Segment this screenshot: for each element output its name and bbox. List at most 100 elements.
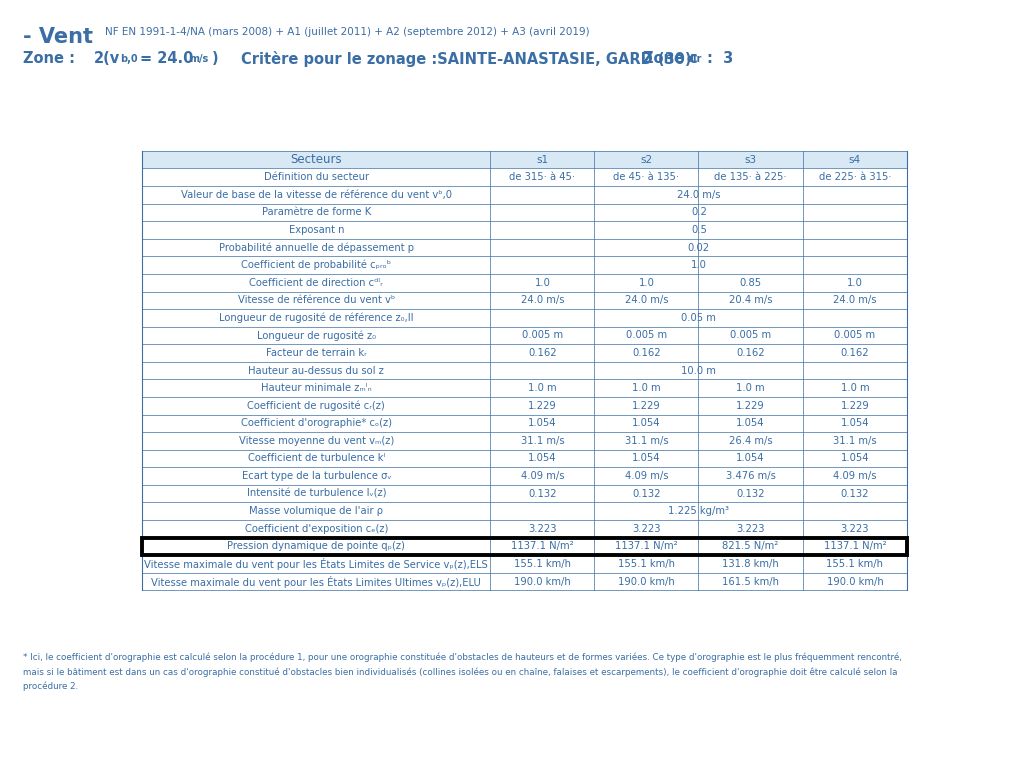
Text: 0.132: 0.132 — [632, 489, 660, 499]
Bar — [698, 239, 803, 257]
Bar — [490, 397, 594, 414]
Bar — [490, 186, 594, 204]
Bar — [698, 151, 803, 169]
Bar — [490, 274, 594, 292]
Text: Intensité de turbulence Iᵥ(z): Intensité de turbulence Iᵥ(z) — [247, 489, 386, 499]
Text: 4.09 m/s: 4.09 m/s — [834, 471, 877, 481]
Bar — [803, 414, 907, 432]
Bar — [698, 379, 803, 397]
Text: s2: s2 — [640, 155, 652, 165]
Bar — [142, 292, 490, 309]
Text: 0.05 m: 0.05 m — [681, 313, 716, 323]
Bar — [142, 450, 490, 467]
Bar — [490, 538, 594, 555]
Text: 0.132: 0.132 — [528, 489, 557, 499]
Text: 0.162: 0.162 — [528, 348, 557, 358]
Bar — [142, 239, 490, 257]
Bar — [594, 520, 698, 538]
Bar — [698, 414, 803, 432]
Bar — [698, 485, 803, 502]
Bar — [142, 485, 490, 502]
Bar — [698, 292, 803, 309]
Text: 2(v: 2(v — [94, 51, 121, 67]
Text: 1137.1 N/m²: 1137.1 N/m² — [511, 542, 573, 552]
Bar — [490, 414, 594, 432]
Bar — [142, 309, 490, 326]
Bar — [490, 485, 594, 502]
Bar — [490, 573, 594, 591]
Text: Ecart type de la turbulence σᵥ: Ecart type de la turbulence σᵥ — [242, 471, 391, 481]
Bar — [594, 414, 698, 432]
Bar — [142, 502, 490, 520]
Text: 1.225 kg/m³: 1.225 kg/m³ — [669, 506, 729, 516]
Text: 1.0 m: 1.0 m — [632, 383, 660, 393]
Bar — [803, 169, 907, 186]
Text: Critère pour le zonage :SAINTE-ANASTASIE, GARD (30): Critère pour le zonage :SAINTE-ANASTASIE… — [241, 51, 691, 67]
Text: 24.0 m/s: 24.0 m/s — [520, 296, 564, 306]
Text: Coefficient d'orographie* cₒ(z): Coefficient d'orographie* cₒ(z) — [241, 418, 392, 428]
Text: 0.85: 0.85 — [739, 278, 762, 288]
Bar — [490, 292, 594, 309]
Text: - Vent: - Vent — [23, 27, 92, 47]
Bar — [803, 257, 907, 274]
Text: de 45· à 135·: de 45· à 135· — [613, 172, 680, 182]
Bar — [698, 257, 803, 274]
Text: Vitesse de référence du vent vᵇ: Vitesse de référence du vent vᵇ — [238, 296, 395, 306]
Text: Coefficient de turbulence kᴵ: Coefficient de turbulence kᴵ — [248, 453, 385, 463]
Bar — [803, 379, 907, 397]
Bar — [490, 344, 594, 362]
Text: 1.0: 1.0 — [691, 260, 707, 270]
Bar — [594, 502, 698, 520]
Bar — [490, 204, 594, 221]
Text: 1.229: 1.229 — [841, 401, 869, 411]
Bar — [142, 467, 490, 485]
Bar — [698, 186, 803, 204]
Bar — [594, 379, 698, 397]
Text: s3: s3 — [744, 155, 757, 165]
Bar — [490, 450, 594, 467]
Bar — [594, 151, 698, 169]
Bar — [698, 204, 803, 221]
Bar — [490, 169, 594, 186]
Bar — [698, 520, 803, 538]
Text: 1.0: 1.0 — [639, 278, 654, 288]
Text: 24.0 m/s: 24.0 m/s — [834, 296, 877, 306]
Text: Coefficient de direction cᵈᴵᵣ: Coefficient de direction cᵈᴵᵣ — [250, 278, 383, 288]
Bar — [490, 257, 594, 274]
Text: Vitesse moyenne du vent vₘ(z): Vitesse moyenne du vent vₘ(z) — [239, 436, 394, 446]
Bar — [803, 362, 907, 379]
Bar — [698, 450, 803, 467]
Bar — [594, 204, 698, 221]
Text: ): ) — [212, 51, 218, 67]
Text: 10.0 m: 10.0 m — [681, 365, 716, 375]
Bar — [698, 169, 803, 186]
Text: Zone :: Zone : — [23, 51, 75, 67]
Text: * Ici, le coefficient d'orographie est calculé selon la procédure 1, pour une or: * Ici, le coefficient d'orographie est c… — [23, 653, 901, 662]
Bar — [142, 257, 490, 274]
Bar — [803, 239, 907, 257]
Text: 1137.1 N/m²: 1137.1 N/m² — [615, 542, 678, 552]
Text: 155.1 km/h: 155.1 km/h — [617, 559, 675, 569]
Text: Exposant n: Exposant n — [289, 225, 344, 235]
Bar — [594, 432, 698, 450]
Text: 161.5 km/h: 161.5 km/h — [722, 577, 779, 587]
Text: 0.005 m: 0.005 m — [835, 330, 876, 340]
Text: 1.229: 1.229 — [736, 401, 765, 411]
Text: 0.005 m: 0.005 m — [522, 330, 563, 340]
Bar — [698, 397, 803, 414]
Bar — [803, 485, 907, 502]
Bar — [594, 257, 698, 274]
Text: 0.132: 0.132 — [736, 489, 765, 499]
Text: 190.0 km/h: 190.0 km/h — [618, 577, 675, 587]
Bar — [142, 326, 490, 344]
Text: de 225· à 315·: de 225· à 315· — [818, 172, 891, 182]
Bar — [803, 274, 907, 292]
Bar — [142, 344, 490, 362]
Text: Longueur de rugosité de référence z₀,II: Longueur de rugosité de référence z₀,II — [219, 313, 414, 323]
Bar — [803, 397, 907, 414]
Bar — [698, 467, 803, 485]
Text: :  3: : 3 — [707, 51, 733, 67]
Bar — [490, 432, 594, 450]
Bar — [142, 538, 907, 555]
Bar — [698, 432, 803, 450]
